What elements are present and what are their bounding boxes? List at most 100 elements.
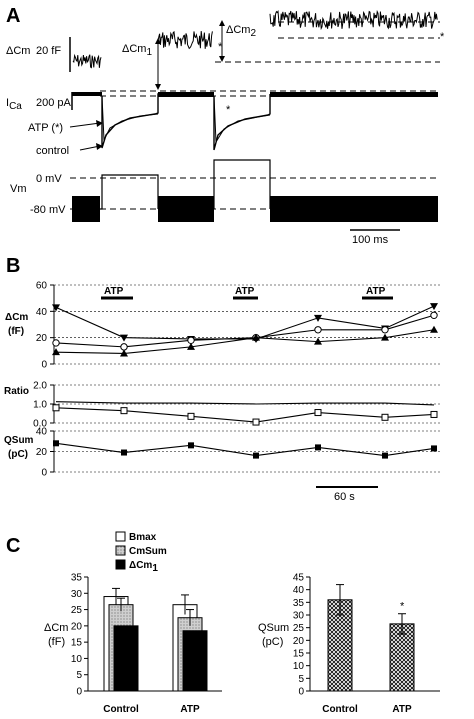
- c-right-ytick-label: 5: [298, 674, 304, 685]
- b-ytick-label: 1.0: [33, 400, 47, 411]
- atp-pointer-head: [96, 120, 103, 127]
- ica-scale-label: 200 pA: [36, 97, 72, 109]
- cm-trace-segment-3: [269, 9, 438, 31]
- ica-baseline-3: [270, 92, 438, 97]
- b-dcm-ylabel-unit: (fF): [8, 326, 24, 337]
- panel-a: A ΔCm 20 fF ΔCm1 ΔCm2 * *: [6, 5, 445, 246]
- atp-trace-label: ATP (*): [28, 122, 63, 134]
- legend-swatch-bmax: [115, 531, 126, 542]
- b-series-line: [55, 442, 435, 457]
- b-series-line: [55, 314, 435, 348]
- voltage-protocol: [70, 159, 440, 231]
- legend-label-bmax: Bmax: [129, 532, 157, 543]
- b-point-triangle-up: [187, 342, 195, 350]
- b-dcm-ylabel: ΔCm: [5, 312, 28, 323]
- control-trace-label: control: [36, 145, 69, 157]
- c-left-ylabel-unit: (fF): [48, 636, 65, 648]
- b-ytick-label: 2.0: [33, 381, 47, 392]
- legend-swatch-cmsum: [115, 545, 126, 556]
- legend-label-dcm1: ΔCm1: [129, 560, 158, 574]
- c-right-ylabel: QSum: [258, 622, 289, 634]
- c-right-ytick-label: 10: [293, 661, 305, 672]
- time-scale-label: 100 ms: [352, 234, 389, 246]
- b-ytick-label: 20: [36, 333, 48, 344]
- capacitance-trace: [69, 9, 440, 92]
- dcm1-arrowheads: [155, 38, 161, 90]
- dcm1-label: ΔCm1: [122, 43, 152, 58]
- b-point-circle: [430, 311, 438, 319]
- b-point-square: [431, 445, 437, 452]
- b-point-square: [315, 444, 321, 451]
- ica-trace-atp-2: [213, 95, 271, 144]
- legend-swatch-dcm1: [115, 559, 126, 570]
- ica-axis-label: ICa: [6, 97, 22, 112]
- dcm-axis-label: ΔCm: [6, 45, 30, 57]
- minus80-mv-label: -80 mV: [30, 204, 66, 216]
- calcium-current-traces: [69, 92, 440, 151]
- c-left-ylabel: ΔCm: [44, 622, 68, 634]
- b-point-circle: [381, 326, 389, 334]
- panel-b-letter: B: [6, 255, 20, 277]
- b-point-square-open: [187, 412, 195, 420]
- c-left-ytick-label: 25: [71, 605, 83, 616]
- vm-axis-label: Vm: [10, 183, 27, 195]
- zero-mv-label: 0 mV: [36, 173, 62, 185]
- b-series-line: [55, 305, 435, 340]
- b-ytick-label: 20: [36, 447, 48, 458]
- c-significance-star: *: [400, 601, 405, 613]
- c-right-ytick-label: 40: [293, 585, 305, 596]
- atp-label-3: ATP: [366, 286, 386, 297]
- b-series-line: [55, 407, 435, 423]
- ica-baseline-2: [158, 92, 214, 97]
- b-point-square: [53, 440, 59, 447]
- b-point-square-open: [381, 413, 389, 421]
- b-point-triangle-up: [430, 325, 438, 333]
- c-right-ytick-label: 25: [293, 623, 305, 634]
- b-point-square-open: [120, 407, 128, 415]
- vm-noise-block-2: [158, 196, 214, 222]
- b-point-square-open: [52, 404, 60, 412]
- b-qsum-ylabel-unit: (pC): [8, 449, 28, 460]
- b-series-line: [55, 401, 435, 406]
- b-point-circle: [52, 339, 60, 347]
- c-right-ytick-label: 0: [298, 687, 304, 698]
- b-point-circle: [187, 336, 195, 344]
- c-right-bar: [389, 623, 415, 692]
- b-point-square-open: [252, 418, 260, 426]
- c-bar-δcm1: [113, 625, 139, 692]
- dcm-scale-label: 20 fF: [36, 45, 61, 57]
- ica-trace-control: [101, 93, 214, 149]
- cm-trace-segment-2: [157, 30, 213, 50]
- atp-label-2: ATP: [235, 286, 255, 297]
- b-point-square-open: [314, 409, 322, 417]
- c-left-ytick-label: 20: [71, 621, 83, 632]
- c-left-ytick-label: 35: [71, 573, 83, 584]
- c-left-ytick-label: 5: [76, 670, 82, 681]
- b-point-triangle-up: [52, 348, 60, 356]
- b-point-circle: [314, 326, 322, 334]
- c-legend: Bmax CmSum ΔCm1: [115, 531, 167, 574]
- ica-star: *: [226, 104, 231, 116]
- c-left-ytick-label: 0: [76, 687, 82, 698]
- b-point-triangle-up: [252, 333, 260, 341]
- b-point-square-open: [430, 410, 438, 418]
- c-right-ylabel-unit: (pC): [262, 636, 283, 648]
- c-right-ytick-label: 45: [293, 573, 305, 584]
- ica-trace-control-2: [213, 94, 271, 151]
- b-qsum-ylabel: QSum: [4, 435, 34, 446]
- vm-noise-block-1: [72, 196, 100, 222]
- b-ytick-label: 60: [36, 281, 48, 292]
- c-right-ytick-label: 15: [293, 649, 305, 660]
- vm-step-1: [100, 174, 159, 210]
- b-point-triangle-down: [120, 334, 128, 342]
- c-bar-δcm1: [182, 630, 208, 692]
- b-ytick-label: 0.0: [33, 419, 47, 430]
- b-point-triangle-down: [430, 303, 438, 311]
- b-time-scale-label: 60 s: [334, 491, 355, 503]
- b-ytick-label: 40: [36, 427, 48, 438]
- c-left-chart: 0 5 10 15 20 25 30 35 Control ATP: [71, 573, 222, 715]
- panel-c-letter: C: [6, 535, 20, 557]
- b-ytick-label: 40: [36, 307, 48, 318]
- b-point-square: [253, 452, 259, 459]
